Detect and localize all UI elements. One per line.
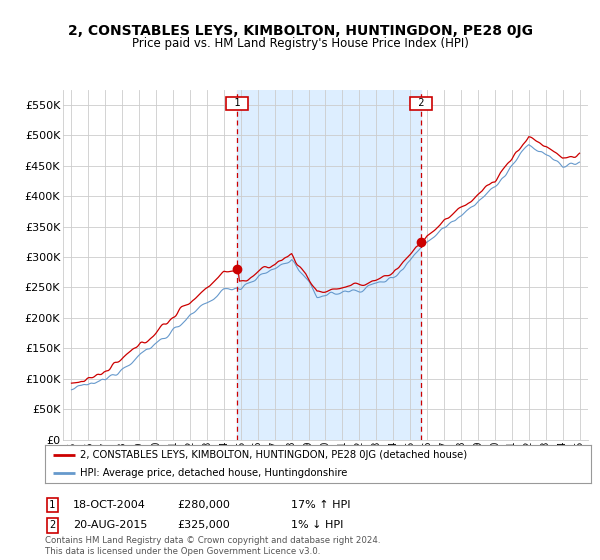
Text: 17% ↑ HPI: 17% ↑ HPI [291, 500, 350, 510]
Text: 2, CONSTABLES LEYS, KIMBOLTON, HUNTINGDON, PE28 0JG: 2, CONSTABLES LEYS, KIMBOLTON, HUNTINGDO… [67, 24, 533, 38]
Text: 2, CONSTABLES LEYS, KIMBOLTON, HUNTINGDON, PE28 0JG (detached house): 2, CONSTABLES LEYS, KIMBOLTON, HUNTINGDO… [80, 450, 467, 460]
Bar [238, 90, 421, 440]
Text: 2: 2 [412, 99, 431, 108]
Text: 1: 1 [228, 99, 247, 108]
Text: Price paid vs. HM Land Registry's House Price Index (HPI): Price paid vs. HM Land Registry's House … [131, 37, 469, 50]
Text: 1% ↓ HPI: 1% ↓ HPI [291, 520, 343, 530]
Text: £280,000: £280,000 [177, 500, 230, 510]
Text: Contains HM Land Registry data © Crown copyright and database right 2024.
This d: Contains HM Land Registry data © Crown c… [45, 536, 380, 556]
Text: 2: 2 [49, 520, 55, 530]
Text: £325,000: £325,000 [177, 520, 230, 530]
Text: 18-OCT-2004: 18-OCT-2004 [73, 500, 146, 510]
Text: 1: 1 [49, 500, 55, 510]
Text: HPI: Average price, detached house, Huntingdonshire: HPI: Average price, detached house, Hunt… [80, 468, 348, 478]
Text: 20-AUG-2015: 20-AUG-2015 [73, 520, 148, 530]
